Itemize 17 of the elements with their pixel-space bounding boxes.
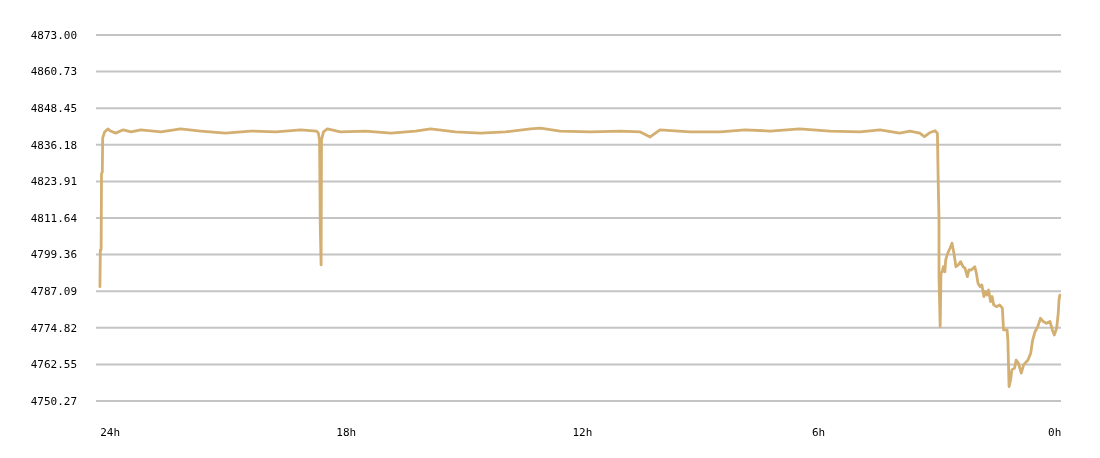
y-tick-label: 4860.73: [30, 65, 77, 79]
x-tick-label: 18h: [336, 426, 357, 439]
y-tick-label: 4848.45: [30, 102, 77, 116]
y-tick-label: 4787.09: [30, 285, 77, 299]
x-tick-label: 12h: [572, 426, 593, 439]
y-tick-label: 4750.27: [30, 394, 77, 408]
y-tick-label: 4823.91: [30, 175, 77, 189]
y-tick-label: 4774.82: [30, 321, 77, 335]
x-tick-label: 6h: [811, 426, 826, 439]
y-tick-label: 4762.55: [30, 358, 77, 372]
x-tick-label: 0h: [1048, 426, 1062, 439]
y-tick-label: 4836.18: [30, 138, 77, 152]
line-series: [98, 126, 1062, 388]
x-tick-label: 24h: [100, 426, 121, 439]
y-tick-label: 4811.64: [30, 211, 78, 225]
y-tick-label: 4799.36: [30, 248, 77, 262]
y-tick-label: 4873.00: [30, 28, 77, 42]
